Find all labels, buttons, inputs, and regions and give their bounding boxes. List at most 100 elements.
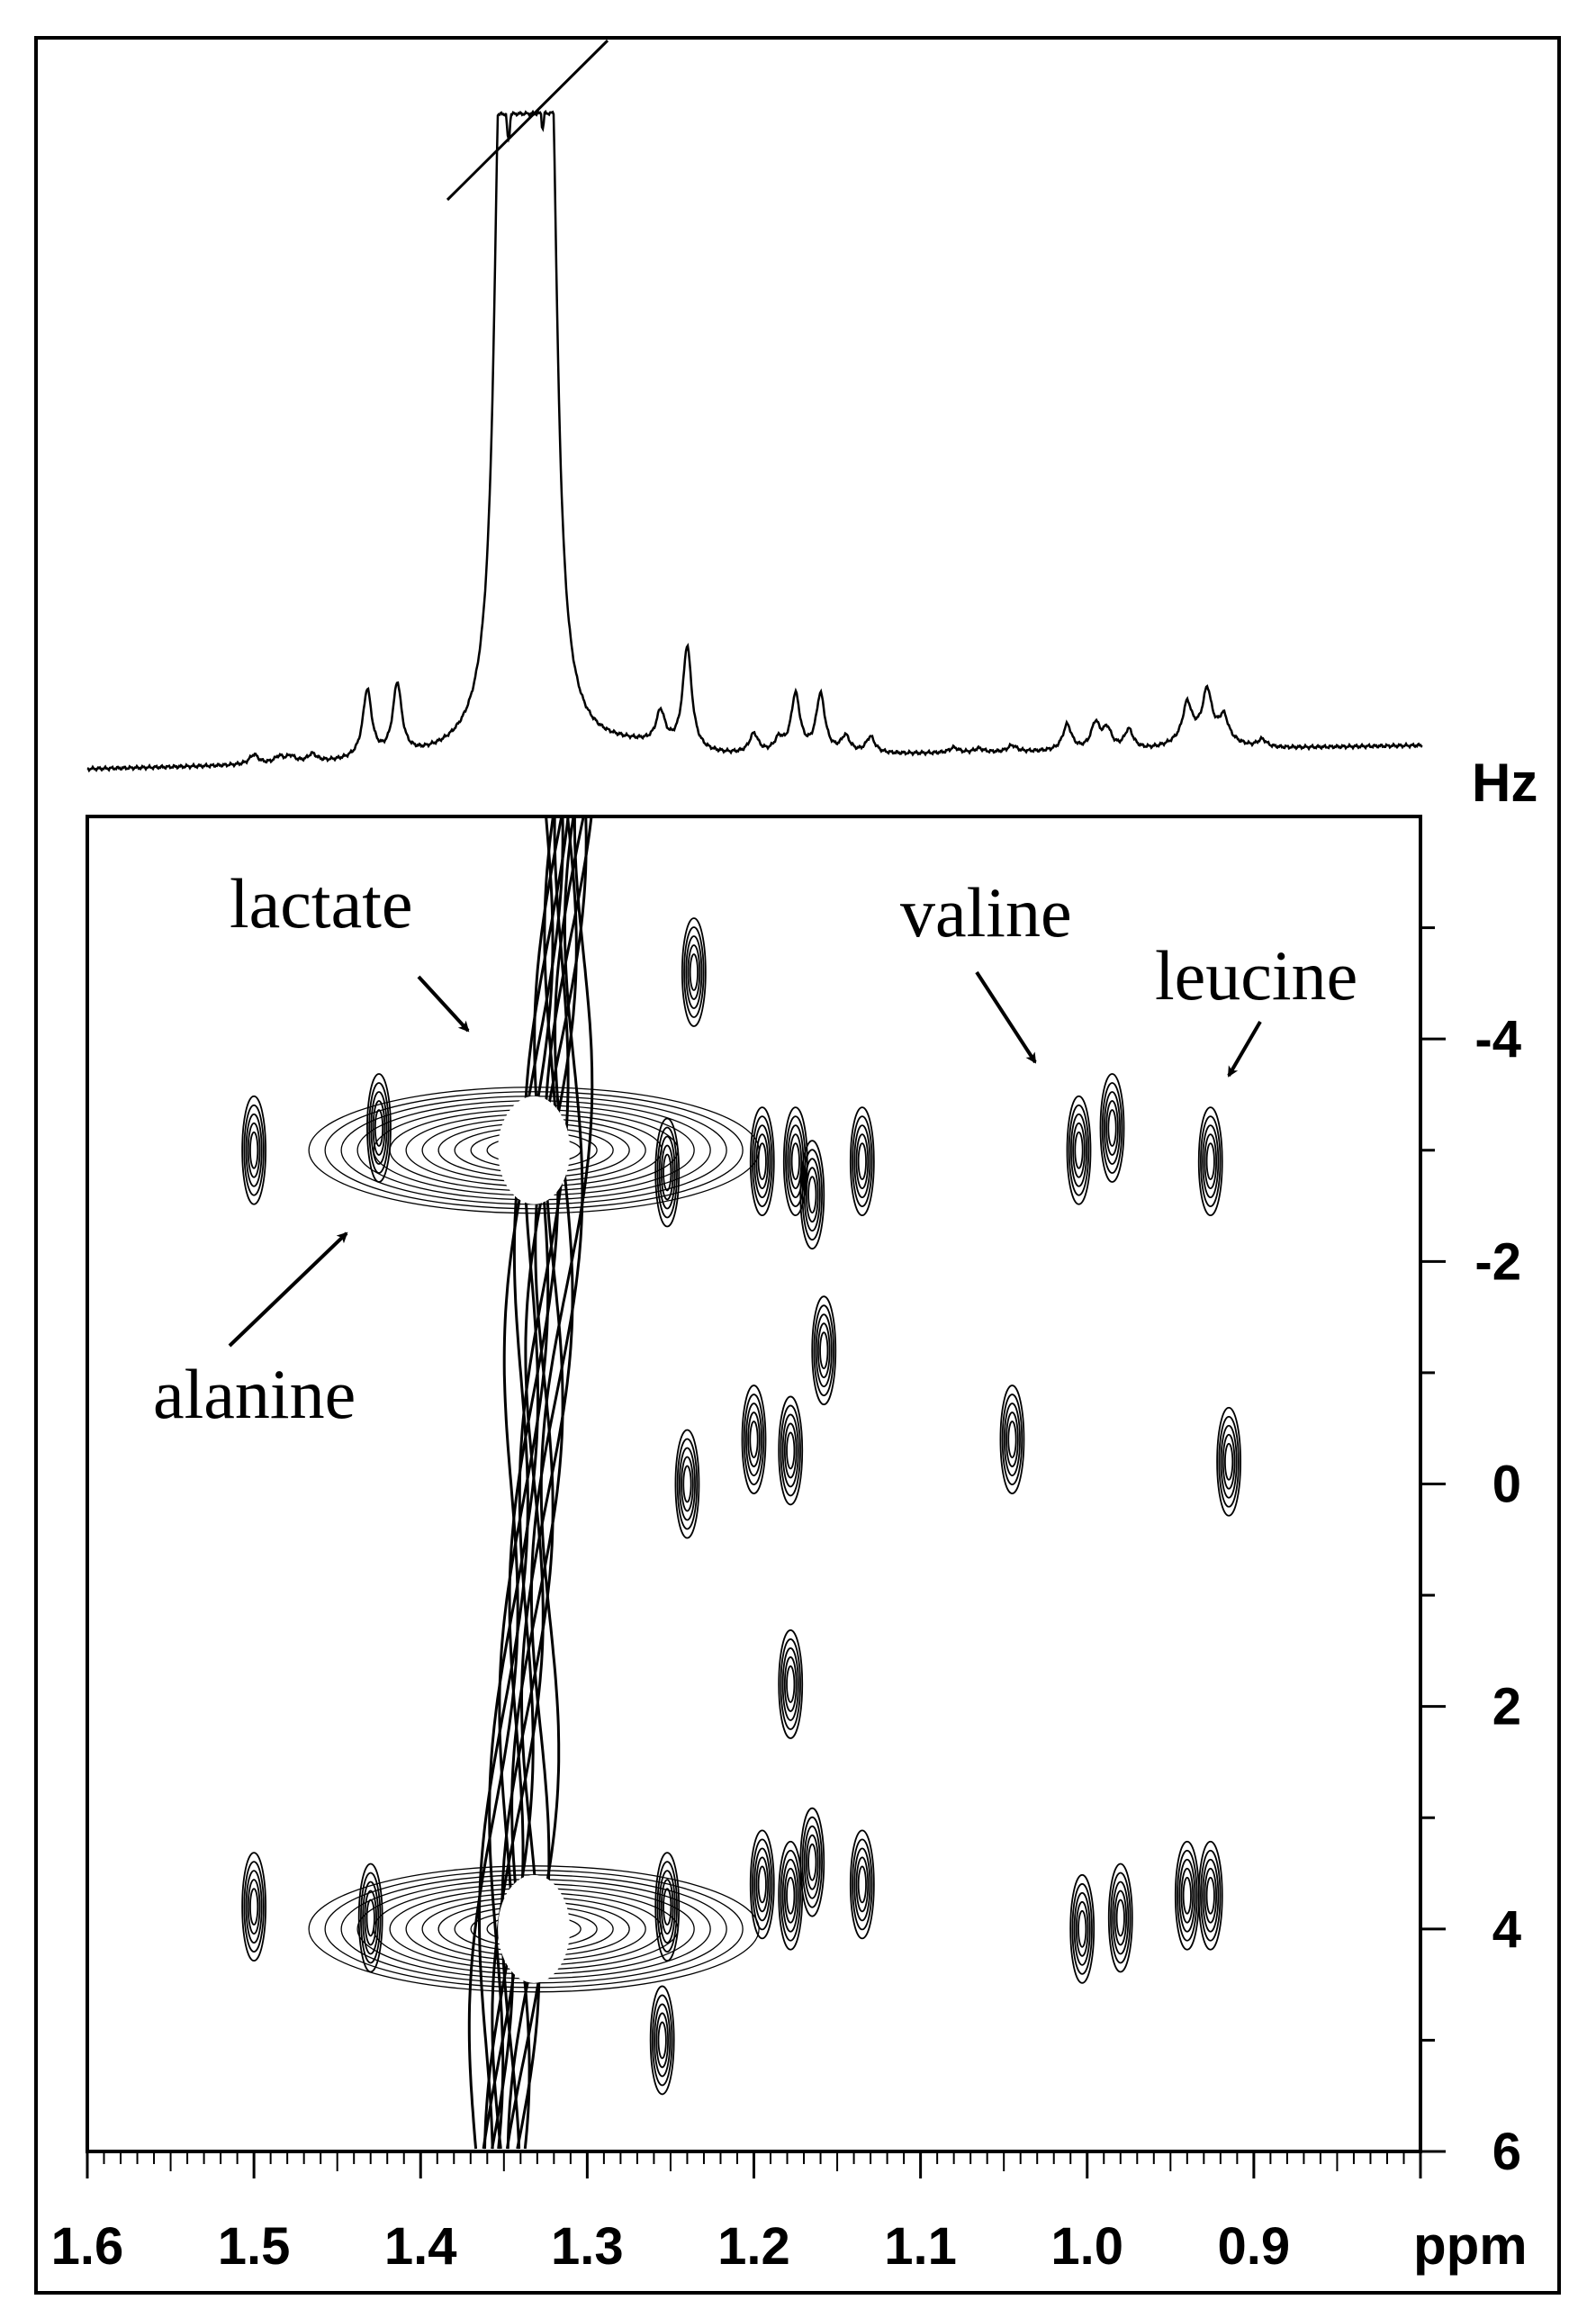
x-axis-unit: ppm — [1413, 2215, 1528, 2276]
y-axis-unit: Hz — [1472, 753, 1537, 813]
cross-peak-contour — [799, 1807, 825, 1917]
cross-peak — [1066, 1095, 1092, 1205]
cross-peak-contour — [1005, 1412, 1019, 1467]
cross-peak-contour — [780, 1638, 801, 1730]
annotation-arrow — [975, 970, 1037, 1064]
cross-peak-contour — [753, 1847, 771, 1922]
cross-peak-contour — [757, 1865, 767, 1904]
cross-peak-contour — [241, 1852, 267, 1962]
cross-peak-contour — [749, 1421, 759, 1458]
cross-peak-contour — [687, 944, 701, 1000]
cross-peak — [681, 917, 707, 1027]
cross-peak-contour — [654, 1117, 681, 1228]
cross-peak — [749, 1829, 775, 1940]
cross-peak-contour — [681, 1456, 694, 1512]
cross-peak-contour — [657, 2021, 667, 2060]
cross-peak-contour — [757, 1142, 767, 1181]
cross-peak-contour — [816, 1322, 831, 1379]
cross-peak-contour — [1107, 1109, 1117, 1147]
cross-peak-contour — [368, 1082, 390, 1174]
cross-peak — [674, 1429, 700, 1539]
lactate-multiplet — [308, 1865, 760, 1993]
cross-peak-contour — [365, 1899, 375, 1937]
cross-peak-contour — [807, 1843, 817, 1881]
cross-peak-contour — [786, 1665, 796, 1703]
cross-peak-contour — [805, 1834, 819, 1890]
cross-peak-contour — [749, 1829, 775, 1940]
cross-peak — [1197, 1840, 1223, 1951]
cross-peak-contour — [247, 1879, 261, 1935]
cross-peak-contour — [362, 1881, 380, 1955]
cross-peak — [366, 1073, 392, 1183]
cross-peak — [741, 1384, 767, 1494]
cross-peak-contour — [782, 1106, 808, 1217]
cross-peak-contour — [781, 1858, 799, 1933]
multiplet-gap — [498, 1874, 571, 1983]
cross-peak-contour — [1178, 1858, 1196, 1933]
cross-peak-contour — [801, 1816, 823, 1908]
cross-peak-contour — [1177, 1849, 1198, 1942]
cross-peak-contour — [247, 1122, 261, 1178]
cross-peak-contour — [805, 1167, 819, 1223]
multiplet-contour — [324, 1091, 744, 1210]
cross-peak-contour — [1001, 1394, 1023, 1485]
cross-peak-contour — [1105, 1100, 1119, 1156]
cross-peak-contour — [857, 1142, 867, 1181]
cross-peak — [849, 1829, 875, 1940]
x-tick-label: 1.3 — [551, 2217, 624, 2276]
cross-peak-contour — [752, 1115, 773, 1208]
cross-peak-contour — [819, 1331, 829, 1370]
cross-peak-contour — [1072, 1122, 1086, 1178]
cross-peak-contour — [649, 1985, 675, 2096]
cross-peak-contour — [1075, 1900, 1089, 1957]
cross-peak-contour — [1068, 1104, 1090, 1196]
cross-peak-contour — [1074, 1131, 1084, 1169]
cross-peak-contour — [654, 2003, 672, 2078]
cross-peak-contour — [1069, 1873, 1096, 1984]
cross-peak-contour — [655, 2012, 669, 2069]
cross-peak-contour — [360, 1872, 382, 1964]
cross-peak-contour — [786, 1431, 796, 1470]
cross-peak — [654, 1117, 681, 1228]
cross-peak-contour — [852, 1838, 873, 1931]
cross-peak-contour — [249, 1131, 259, 1169]
cross-peak-contour — [755, 1133, 770, 1190]
cross-peak-contour — [1115, 1899, 1125, 1937]
contour-plot — [241, 816, 1242, 2150]
cross-peak-contour — [1073, 1891, 1091, 1966]
y-tick-label: -2 — [1474, 1232, 1521, 1291]
cross-peak — [649, 1985, 675, 2096]
annotation-alanine: alanine — [153, 1231, 356, 1433]
projection-spectrum — [86, 39, 1423, 773]
cross-peak-contour — [1104, 1091, 1122, 1165]
y-tick-label: 0 — [1492, 1456, 1521, 1514]
cross-peak — [1216, 1406, 1242, 1517]
cross-peak-contour — [752, 1838, 773, 1931]
cross-peak-contour — [749, 1106, 775, 1217]
multiplet-gap — [498, 1096, 571, 1204]
x-tick-label: 0.9 — [1218, 2217, 1291, 2276]
outer-frame — [34, 36, 1561, 2295]
diagonal-contour — [467, 816, 555, 2150]
cross-peak-contour — [853, 1124, 871, 1199]
cross-peak-contour — [852, 1115, 873, 1208]
cross-peak-contour — [366, 1073, 392, 1183]
cross-peak-contour — [660, 1879, 674, 1935]
cross-peak-contour — [656, 1126, 678, 1219]
cross-peak-contour — [745, 1403, 763, 1476]
x-tick-label: 1.5 — [218, 2217, 291, 2276]
cross-peak — [654, 1852, 681, 1962]
annotation-label: leucine — [1155, 936, 1357, 1015]
cross-peak-contour — [1218, 1415, 1240, 1508]
cross-peak — [241, 1095, 267, 1205]
cross-peak-contour — [801, 1149, 823, 1241]
annotation-arrow — [1227, 1020, 1262, 1078]
cross-peak-contour — [857, 1865, 867, 1904]
cross-peak — [999, 1384, 1025, 1494]
cross-peak — [849, 1106, 875, 1217]
cross-peak-contour — [249, 1888, 259, 1926]
cross-peak-contour — [1078, 1909, 1087, 1948]
cross-peak — [357, 1863, 383, 1973]
cross-peak-contour — [849, 1106, 875, 1217]
